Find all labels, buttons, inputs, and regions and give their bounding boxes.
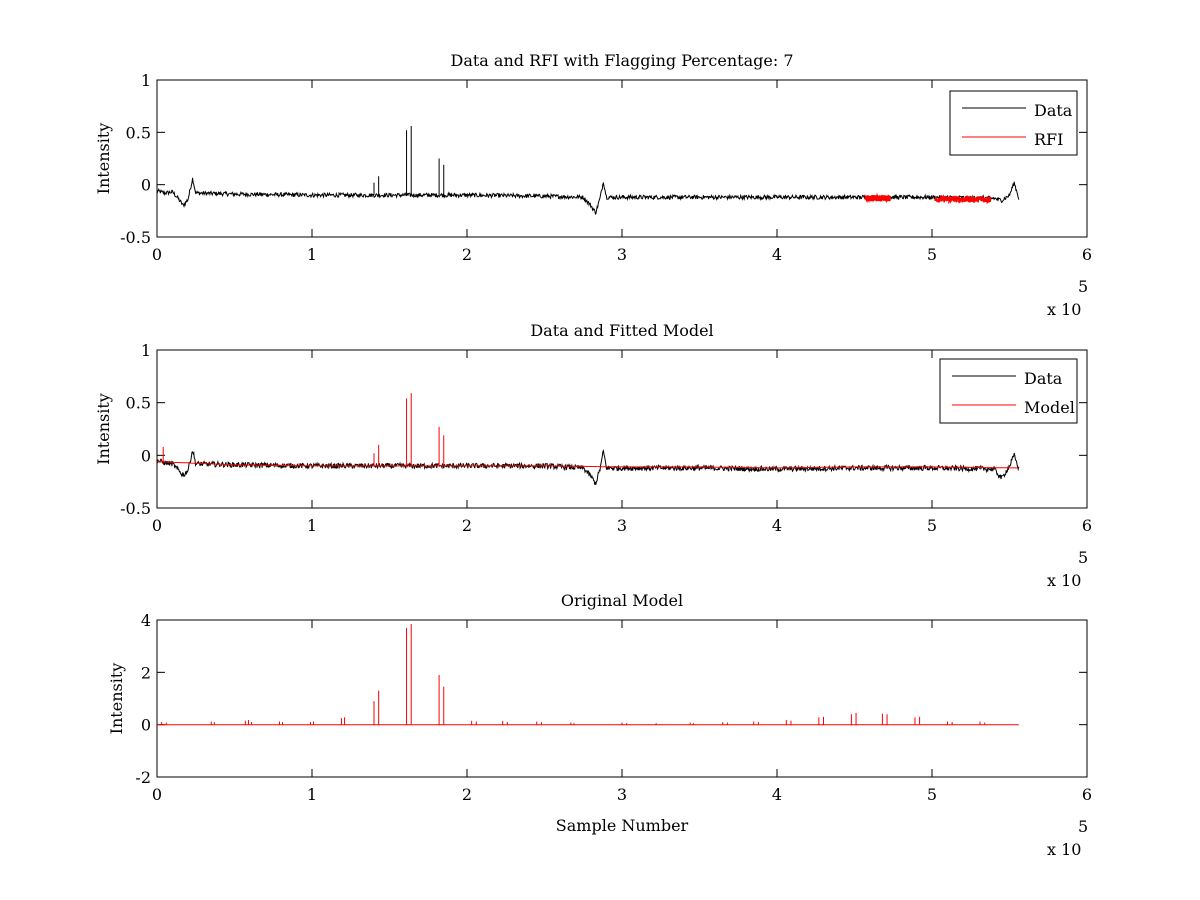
y-tick-label: 0 [141,446,151,465]
legend: Data Model [939,358,1078,424]
series-data-2 [157,449,1020,485]
rfi-segment [864,192,891,204]
x-tick-label: 1 [307,785,317,804]
y-tick-label: -2 [135,768,151,787]
y-tick-label: 0.5 [126,123,151,142]
rfi-segment [934,193,992,205]
y-tick-label: 2 [141,663,151,682]
y-tick-label: 4 [141,611,151,630]
x-exponent-label: x 10 [1047,840,1081,859]
x-tick-label: 6 [1082,516,1092,535]
legend-label: RFI [1034,130,1063,149]
x-tick-label: 4 [772,785,782,804]
legend: Data RFI [949,90,1078,156]
x-tick-label: 2 [462,785,472,804]
x-exponent-power: 5 [1078,277,1088,296]
subplot-title: Data and Fitted Model [530,321,713,340]
subplot-1: Data and RFI with Flagging Percentage: 7… [94,51,1092,319]
subplot-title: Data and RFI with Flagging Percentage: 7 [450,51,793,70]
x-tick-label: 1 [307,245,317,264]
y-tick-label: 0.5 [126,394,151,413]
series-model-3 [157,623,1019,726]
series-line [157,449,1020,485]
y-tick-label: 1 [141,71,151,90]
x-tick-label: 0 [152,785,162,804]
x-tick-label: 4 [772,245,782,264]
x-exponent-power: 5 [1078,548,1088,567]
x-tick-label: 5 [927,516,937,535]
x-exponent-label: x 10 [1047,571,1081,590]
x-tick-label: 6 [1082,245,1092,264]
legend-box [949,90,1078,156]
x-tick-label: 4 [772,516,782,535]
subplot-title: Original Model [561,591,683,610]
x-axis-label: Sample Number [556,816,689,835]
x-exponent-power: 5 [1078,817,1088,836]
x-tick-label: 6 [1082,785,1092,804]
y-tick-label: 0 [141,716,151,735]
y-tick-label: 1 [141,341,151,360]
legend-label: Model [1024,398,1075,417]
axes-frame [156,619,1088,778]
x-tick-label: 5 [927,785,937,804]
series-model-2 [157,393,1019,469]
x-tick-label: 0 [152,516,162,535]
y-tick-label: -0.5 [120,228,151,247]
x-tick-label: 2 [462,516,472,535]
x-tick-label: 3 [617,245,627,264]
y-axis-label: Intensity [94,393,113,465]
x-tick-label: 3 [617,785,627,804]
legend-label: Data [1034,101,1073,120]
x-tick-label: 5 [927,245,937,264]
axes-frame [156,79,1088,238]
y-axis-label: Intensity [107,663,126,735]
x-tick-label: 3 [617,516,627,535]
legend-box [939,358,1078,424]
x-exponent-label: x 10 [1047,300,1081,319]
series-line [157,461,1019,469]
x-tick-label: 0 [152,245,162,264]
y-axis-label: Intensity [94,123,113,195]
series-rfi-1 [864,192,992,205]
y-tick-label: 0 [141,176,151,195]
x-tick-label: 1 [307,516,317,535]
x-tick-label: 2 [462,245,472,264]
y-tick-label: -0.5 [120,499,151,518]
legend-label: Data [1024,369,1063,388]
